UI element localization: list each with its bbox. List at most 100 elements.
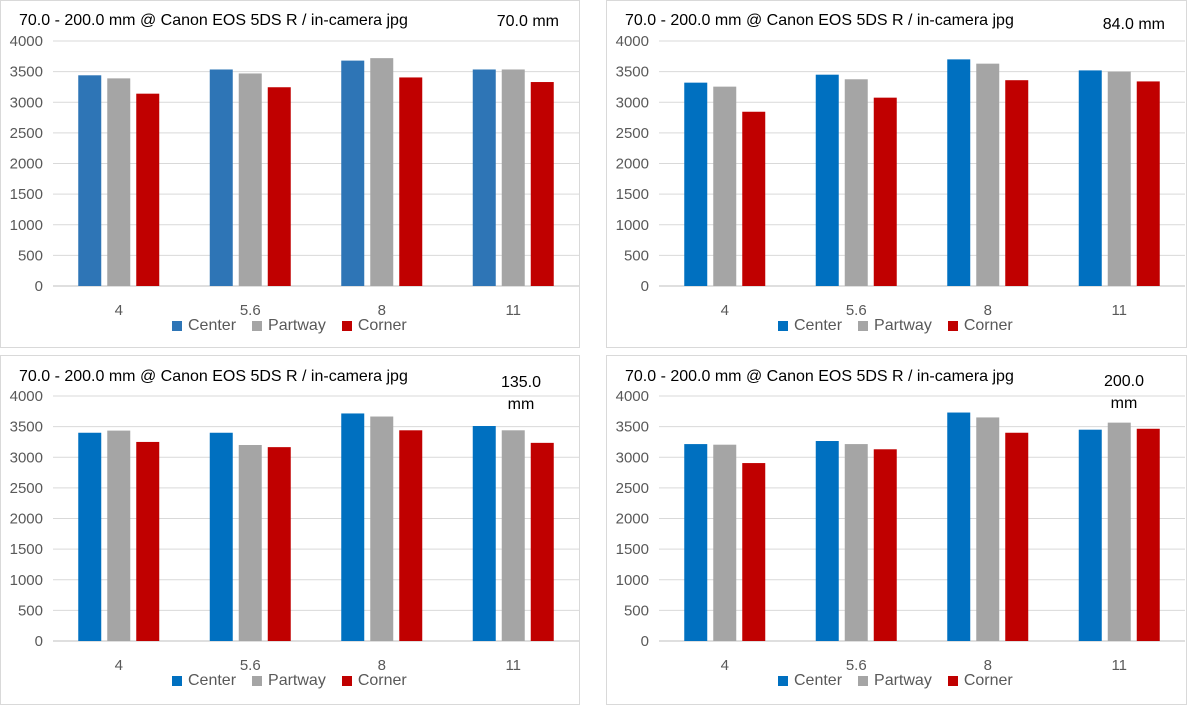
focal-length-label: 70.0 mm: [496, 13, 559, 30]
legend-item-center: Center: [778, 672, 842, 690]
bar-partway: [844, 444, 868, 641]
x-tick-label: 5.6: [846, 302, 867, 319]
y-tick-label: 0: [35, 633, 43, 650]
x-tick-label: 4: [115, 657, 123, 674]
chart-title: 70.0 - 200.0 mm @ Canon EOS 5DS R / in-c…: [625, 368, 1014, 385]
legend-label: Center: [794, 317, 843, 334]
legend-item-corner: Corner: [947, 317, 1013, 335]
bar-partway: [370, 58, 394, 287]
bar-center: [1078, 429, 1102, 641]
bar-center: [815, 74, 839, 286]
x-tick-label: 11: [1111, 657, 1127, 674]
bar-center: [78, 432, 102, 641]
bar-corner: [742, 463, 766, 641]
bar-partway: [107, 78, 131, 286]
legend-item-corner: Corner: [341, 317, 407, 335]
bar-center: [684, 82, 708, 287]
y-tick-label: 3500: [10, 64, 43, 81]
x-tick-label: 8: [378, 302, 386, 319]
bar-corner: [1136, 81, 1160, 286]
bar-center: [815, 441, 839, 641]
chart-plot-area: 4000 3500 3000 2500 2000 1500 1000 500 0 4 5.6 8 11: [616, 33, 1185, 319]
legend-swatch: [778, 676, 788, 686]
y-tick-label: 500: [18, 247, 43, 264]
focal-length-label: 84.0 mm: [1102, 16, 1165, 33]
y-tick-label: 4000: [616, 33, 649, 50]
legend-label: Corner: [357, 672, 407, 689]
y-tick-label: 3500: [10, 419, 43, 436]
y-tick-label: 2000: [10, 156, 43, 173]
bar-center: [209, 432, 233, 641]
legend-label: Partway: [874, 672, 932, 689]
bar-partway: [976, 417, 1000, 641]
x-tick-label: 4: [721, 657, 729, 674]
focal-length-label: 200.0 mm: [1103, 373, 1145, 412]
chart-panel-135mm: 4000 3500 3000 2500 2000 1500 1000 500 0 4 5.6 8 11 …: [0, 355, 580, 705]
bar-center: [1078, 70, 1102, 287]
y-tick-label: 1500: [616, 186, 649, 203]
chart-title: 70.0 - 200.0 mm @ Canon EOS 5DS R / in-c…: [19, 12, 408, 29]
y-tick-label: 4000: [616, 388, 649, 405]
chart-title: 70.0 - 200.0 mm @ Canon EOS 5DS R / in-c…: [19, 368, 408, 385]
y-tick-label: 2000: [10, 511, 43, 528]
legend-item-center: Center: [172, 672, 236, 690]
bar-partway: [238, 445, 262, 641]
bar-corner: [399, 77, 423, 286]
legend-swatch: [341, 321, 352, 331]
bar-corner: [136, 441, 160, 641]
y-tick-label: 1500: [10, 186, 43, 203]
bar-corner: [267, 87, 291, 287]
bar-center: [472, 426, 496, 641]
legend-label: Center: [188, 672, 237, 689]
y-tick-label: 3000: [616, 94, 649, 111]
y-tick-label: 4000: [10, 388, 43, 405]
bar-partway: [1107, 422, 1131, 641]
legend-swatch: [172, 321, 182, 331]
y-tick-label: 3000: [10, 449, 43, 466]
legend-label: Corner: [357, 317, 407, 334]
x-tick-label: 8: [378, 657, 386, 674]
bar-corner: [742, 111, 766, 287]
legend-swatch: [172, 676, 182, 686]
bar-center: [684, 444, 708, 641]
chart-legend: Center Partway Corner: [778, 317, 1013, 335]
y-tick-label: 500: [18, 602, 43, 619]
chart-legend: Center Partway Corner: [172, 672, 407, 690]
y-tick-label: 4000: [10, 33, 43, 50]
chart-panel-200mm: 4000 3500 3000 2500 2000 1500 1000 500 0 4 5.6 8 11 …: [606, 355, 1187, 705]
bar-partway: [1107, 71, 1131, 286]
legend-swatch: [858, 676, 869, 686]
legend-label: Center: [794, 672, 843, 689]
bar-corner: [530, 82, 554, 286]
bar-center: [472, 69, 496, 286]
y-tick-label: 500: [624, 247, 649, 264]
legend-item-corner: Corner: [341, 672, 407, 690]
y-tick-label: 0: [641, 278, 649, 295]
bar-partway: [370, 416, 394, 641]
bar-center: [947, 59, 971, 286]
y-tick-label: 1000: [616, 572, 649, 589]
y-tick-label: 2000: [616, 156, 649, 173]
bar-corner: [267, 447, 291, 641]
legend-swatch: [947, 676, 958, 686]
x-tick-label: 8: [984, 657, 992, 674]
bar-corner: [1005, 80, 1029, 286]
bar-partway: [976, 63, 1000, 286]
y-tick-label: 3000: [616, 449, 649, 466]
bar-partway: [107, 430, 131, 641]
bar-corner: [399, 430, 423, 641]
focal-length-label: 135.0 mm: [500, 374, 542, 413]
bar-center: [947, 412, 971, 641]
y-tick-label: 2000: [616, 511, 649, 528]
x-tick-label: 11: [1111, 302, 1127, 319]
y-tick-label: 1000: [616, 217, 649, 234]
legend-item-partway: Partway: [858, 317, 932, 335]
y-tick-label: 1000: [10, 572, 43, 589]
bar-center: [78, 75, 102, 286]
y-tick-label: 0: [641, 633, 649, 650]
y-tick-label: 1500: [616, 541, 649, 558]
bar-partway: [238, 73, 262, 287]
legend-label: Corner: [963, 672, 1013, 689]
y-tick-label: 2500: [10, 480, 43, 497]
legend-label: Partway: [874, 317, 932, 334]
